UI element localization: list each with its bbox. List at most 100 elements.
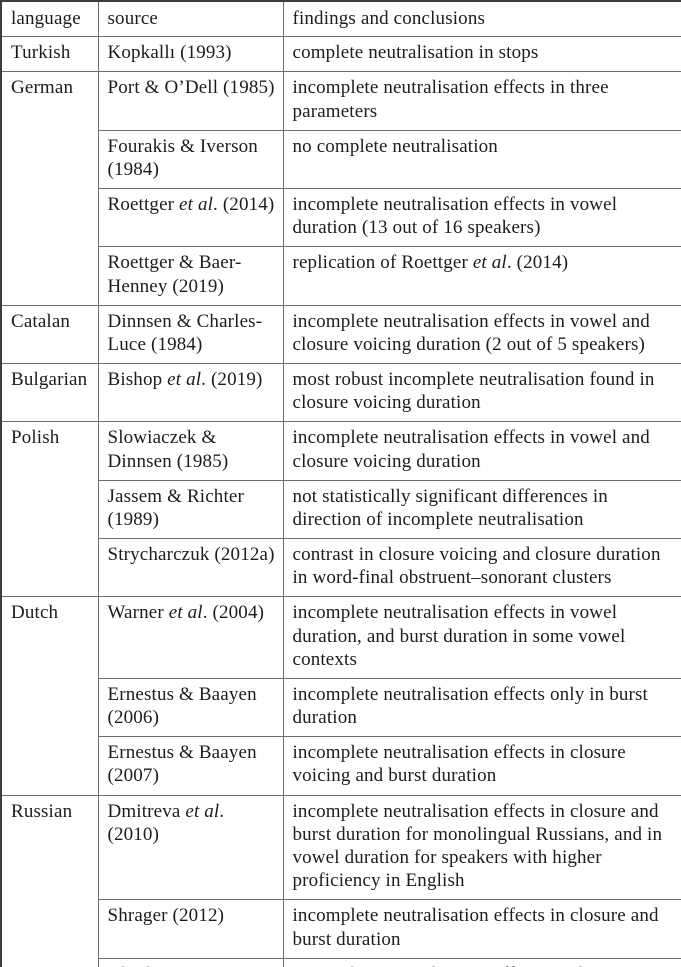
findings-cell: no complete neutralisation — [282, 129, 681, 190]
text-segment: Port & O’Dell (1985) — [107, 77, 275, 99]
table-row: Roettger & Baer-Henney (2019) replication… — [1, 246, 681, 306]
table-row: Catalan Dinnsen & Charles-Luce (1984) inco… — [0, 304, 681, 365]
table-row: Shrager (2012) incomplete neutralisation … — [1, 899, 681, 959]
table-row: Strycharczuk (2012a) contrast in closure … — [1, 538, 681, 598]
source-cell: Strycharczuk (2012a) — [97, 538, 284, 598]
text-segment: Slowiaczek & Dinnsen (1985) — [107, 427, 229, 472]
table-row: Ernestus & Baayen (2006) incomplete neutr… — [1, 677, 681, 738]
text-segment: most robust incomplete neutralisation fo… — [292, 369, 655, 414]
table-row: German Port & O’Dell (1985) incomplete neu… — [0, 71, 681, 306]
text-segment: . (2019) — [201, 369, 263, 391]
table-row: Dutch Warner et al. (2004) incomplete neut… — [0, 596, 681, 796]
language-cell: Polish — [0, 421, 99, 598]
table-row: Turkish Kopkallı (1993) complete neutralis… — [0, 36, 681, 73]
table-row: Jassem & Richter (1989) not statistically… — [1, 479, 681, 540]
text-segment: incomplete neutralisation effects only i… — [292, 683, 648, 729]
italic-text-segment: et al — [168, 602, 203, 624]
findings-cell: incomplete neutralisation effects in clo… — [282, 736, 681, 796]
source-cell: Warner et al. (2004) — [97, 596, 284, 679]
findings-cell: incomplete neutralisation effects in vow… — [282, 304, 681, 365]
findings-cell: replication of Roettger et al. (2014) — [282, 246, 681, 306]
table-body: Turkish Kopkallı (1993) complete neutralis… — [0, 36, 681, 967]
text-segment: Kopkallı (1993) — [107, 42, 232, 64]
table-row: Polish Slowiaczek & Dinnsen (1985) incompl… — [0, 421, 681, 598]
findings-cell: incomplete neutralisation effects in clo… — [282, 899, 681, 959]
table-row: Kharlamov (2014) incomplete neutralisatio… — [1, 957, 681, 967]
text-segment: Roettger & Baer-Henney (2019) — [107, 252, 242, 297]
findings-cell: incomplete neutralisation effects in vow… — [282, 421, 681, 481]
source-cell: Jassem & Richter (1989) — [97, 479, 284, 540]
language-cell: Turkish — [0, 36, 99, 73]
text-segment: Strycharczuk (2012a) — [107, 544, 275, 566]
source-cell: Shrager (2012) — [97, 899, 284, 959]
source-cell: Ernestus & Baayen (2007) — [97, 736, 284, 796]
text-segment: Shrager (2012) — [107, 905, 225, 927]
source-cell: Slowiaczek & Dinnsen (1985) — [97, 421, 284, 481]
table-row: Fourakis & Iverson (1984) no complete neu… — [1, 129, 681, 190]
text-segment: Ernestus & Baayen (2006) — [107, 683, 257, 729]
text-segment: incomplete neutralisation effects in clo… — [292, 800, 663, 892]
table-row: Roettger et al. (2014) incomplete neutral… — [1, 188, 681, 248]
text-segment: incomplete neutralisation effects in vow… — [292, 427, 650, 472]
text-segment: incomplete neutralisation effects in vow… — [292, 310, 650, 355]
language-cell: Catalan — [0, 304, 99, 365]
text-segment: Fourakis & Iverson (1984) — [107, 135, 258, 180]
findings-cell: incomplete neutralisation effects in clo… — [282, 957, 681, 967]
language-cell: German — [0, 71, 99, 306]
text-segment: Roettger — [107, 194, 180, 216]
source-cell: Port & O’Dell (1985) — [97, 71, 284, 131]
findings-cell: most robust incomplete neutralisation fo… — [282, 363, 681, 423]
findings-cell: incomplete neutralisation effects in clo… — [282, 794, 681, 901]
source-cell: Dmitreva et al. (2010) — [97, 794, 284, 901]
text-segment: Dmitreva — [107, 800, 186, 822]
header-cell-source: source — [97, 0, 284, 38]
table-header: language source findings and conclusions — [0, 0, 681, 38]
findings-cell: incomplete neutralisation effects in vow… — [282, 188, 681, 248]
findings-cell: complete neutralisation in stops — [282, 36, 681, 73]
text-segment: no complete neutralisation — [292, 135, 498, 157]
text-segment: . (2014) — [506, 252, 569, 274]
table-row: Ernestus & Baayen (2007) incomplete neutr… — [1, 736, 681, 796]
text-segment: Jassem & Richter (1989) — [107, 485, 244, 530]
language-cell: Dutch — [0, 596, 99, 796]
text-segment: incomplete neutralisation effects in clo… — [292, 742, 626, 787]
table-row: Russian Dmitreva et al. (2010) incomplete … — [0, 794, 681, 967]
text-segment: . (2010) — [107, 800, 225, 845]
findings-cell: incomplete neutralisation effects in thr… — [282, 71, 681, 131]
language-cell: Russian — [0, 794, 99, 967]
header-cell-language: language — [0, 0, 99, 38]
source-cell: Kopkallı (1993) — [97, 36, 284, 73]
text-segment: incomplete neutralisation effects in clo… — [292, 905, 659, 950]
text-segment: Kharlamov (2014) — [108, 964, 251, 967]
source-cell: Dinnsen & Charles-Luce (1984) — [97, 304, 284, 365]
text-segment: Bishop — [107, 369, 168, 391]
text-segment: incomplete neutralisation effects in thr… — [292, 77, 609, 122]
italic-text-segment: et al — [185, 800, 220, 822]
text-segment: contrast in closure voicing and closure … — [292, 544, 661, 589]
text-segment: replication of Roettger — [292, 252, 473, 274]
source-cell: Ernestus & Baayen (2006) — [97, 677, 284, 738]
language-cell: Bulgarian — [0, 363, 99, 423]
findings-cell: incomplete neutralisation effects only i… — [282, 677, 681, 738]
findings-cell: incomplete neutralisation effects in vow… — [282, 596, 681, 679]
text-segment: Dinnsen & Charles-Luce (1984) — [107, 310, 263, 355]
source-cell: Bishop et al. (2019) — [97, 363, 284, 423]
text-segment: Warner — [107, 602, 169, 624]
text-segment: not statistically significant difference… — [292, 485, 608, 530]
italic-text-segment: et al — [179, 194, 214, 216]
text-segment: complete neutralisation in stops — [292, 42, 539, 64]
findings-cell: contrast in closure voicing and closure … — [282, 538, 681, 598]
text-segment: incomplete neutralisation effects in vow… — [292, 194, 618, 239]
text-segment: incomplete neutralisation effects in vow… — [292, 602, 626, 670]
text-segment: . (2004) — [202, 602, 265, 624]
header-cell-findings: findings and conclusions — [282, 0, 681, 38]
table-row: Bulgarian Bishop et al. (2019) most robust… — [0, 363, 681, 423]
text-segment: Ernestus & Baayen (2007) — [107, 742, 257, 787]
source-cell: Kharlamov (2014) — [97, 957, 284, 967]
source-cell: Fourakis & Iverson (1984) — [97, 129, 284, 190]
italic-text-segment: et al — [167, 369, 202, 391]
source-cell: Roettger et al. (2014) — [97, 188, 284, 248]
text-segment: . (2014) — [213, 194, 275, 216]
